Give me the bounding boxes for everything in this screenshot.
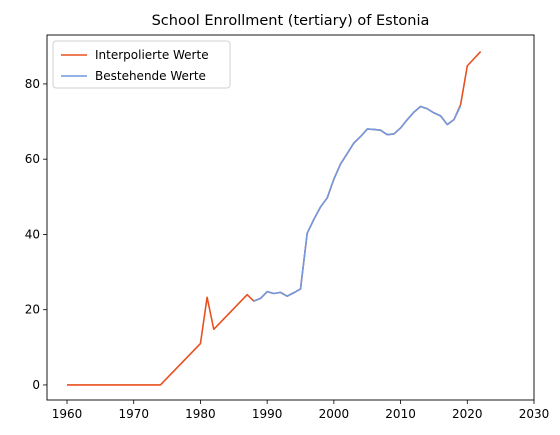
y-tick-label: 80 (25, 77, 40, 91)
series-line-2 (253, 105, 462, 302)
y-axis: 0 20 40 60 80 (25, 77, 47, 392)
legend-label-2: Bestehende Werte (95, 69, 206, 83)
x-axis: 1960 1970 1980 1990 2000 2010 2020 2030 (52, 400, 550, 421)
y-tick-label: 40 (25, 227, 40, 241)
y-tick-label: 0 (32, 378, 40, 392)
series-line-1 (67, 51, 482, 386)
legend: Interpolierte Werte Bestehende Werte (52, 40, 231, 89)
x-tick-label: 2020 (452, 407, 483, 421)
x-tick-label: 2030 (519, 407, 550, 421)
y-tick-label: 20 (25, 303, 40, 317)
x-tick-label: 1980 (185, 407, 216, 421)
x-tick-label: 1960 (52, 407, 83, 421)
chart-title: School Enrollment (tertiary) of Estonia (152, 13, 430, 29)
x-tick-label: 1990 (252, 407, 283, 421)
plot-frame (46, 34, 535, 401)
x-tick-label: 2000 (319, 407, 350, 421)
x-tick-label: 1970 (118, 407, 149, 421)
legend-box (52, 40, 231, 89)
legend-label-1: Interpolierte Werte (95, 48, 209, 62)
y-tick-label: 60 (25, 152, 40, 166)
x-tick-label: 2010 (385, 407, 416, 421)
series-layer (67, 51, 482, 386)
